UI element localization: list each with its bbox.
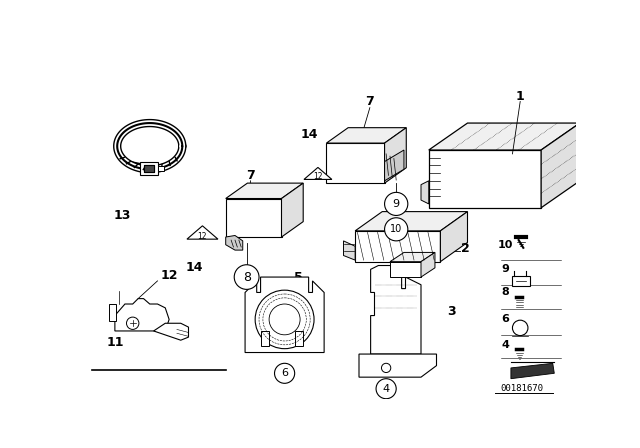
Circle shape [385, 218, 408, 241]
Text: 4: 4 [383, 383, 390, 394]
Text: 9: 9 [502, 264, 509, 274]
FancyBboxPatch shape [158, 166, 164, 171]
Text: 12: 12 [198, 232, 207, 241]
Text: 12: 12 [161, 269, 178, 282]
Polygon shape [359, 354, 436, 377]
Text: 3: 3 [448, 305, 456, 318]
Polygon shape [385, 128, 406, 183]
Circle shape [255, 290, 314, 349]
Polygon shape [541, 123, 580, 208]
FancyBboxPatch shape [143, 165, 154, 172]
FancyBboxPatch shape [109, 304, 116, 321]
Text: 1: 1 [516, 90, 525, 103]
Text: 9: 9 [392, 199, 400, 209]
Polygon shape [304, 168, 332, 179]
Circle shape [234, 265, 259, 289]
Polygon shape [429, 123, 580, 150]
Polygon shape [390, 262, 421, 277]
Polygon shape [115, 299, 169, 331]
Polygon shape [429, 150, 541, 208]
Text: 2: 2 [461, 242, 470, 255]
Text: 8: 8 [502, 288, 509, 297]
Text: 7: 7 [246, 169, 255, 182]
Text: 6: 6 [281, 368, 288, 378]
Polygon shape [421, 181, 429, 204]
Polygon shape [440, 211, 467, 262]
FancyBboxPatch shape [513, 276, 529, 286]
Text: 10: 10 [498, 240, 513, 250]
Text: 13: 13 [114, 209, 131, 222]
Text: 14: 14 [301, 128, 318, 141]
Text: 10: 10 [390, 224, 403, 234]
Polygon shape [421, 252, 435, 277]
FancyBboxPatch shape [261, 331, 269, 346]
Polygon shape [226, 236, 243, 250]
FancyBboxPatch shape [296, 331, 303, 346]
Text: 6: 6 [502, 314, 509, 324]
Polygon shape [355, 231, 440, 262]
FancyBboxPatch shape [143, 165, 154, 172]
FancyBboxPatch shape [140, 162, 158, 176]
Circle shape [513, 320, 528, 336]
Polygon shape [390, 252, 435, 262]
Polygon shape [371, 266, 421, 354]
Polygon shape [326, 143, 385, 183]
Polygon shape [344, 241, 355, 260]
Text: 11: 11 [106, 336, 124, 349]
Text: 8: 8 [243, 271, 251, 284]
Circle shape [275, 363, 294, 383]
Polygon shape [385, 150, 404, 181]
Text: 5: 5 [294, 271, 303, 284]
Circle shape [269, 304, 300, 335]
Polygon shape [187, 226, 218, 239]
Polygon shape [326, 128, 406, 143]
Circle shape [381, 363, 391, 373]
Text: 12: 12 [313, 172, 323, 181]
Text: 14: 14 [186, 261, 204, 274]
Text: 4: 4 [502, 340, 509, 350]
Circle shape [376, 379, 396, 399]
Polygon shape [245, 277, 324, 353]
Circle shape [127, 317, 139, 329]
Polygon shape [226, 198, 282, 237]
Polygon shape [154, 323, 189, 340]
Polygon shape [226, 183, 303, 198]
Text: 00181670: 00181670 [500, 384, 543, 393]
Circle shape [385, 192, 408, 215]
Polygon shape [282, 183, 303, 237]
Polygon shape [511, 363, 554, 379]
Text: 7: 7 [365, 95, 374, 108]
Polygon shape [355, 211, 467, 231]
